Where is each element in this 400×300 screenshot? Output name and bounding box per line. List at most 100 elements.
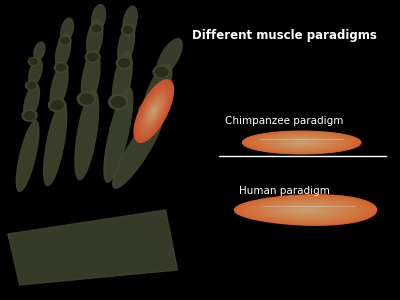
Polygon shape xyxy=(92,4,106,32)
Polygon shape xyxy=(289,206,322,214)
Polygon shape xyxy=(277,204,334,216)
Polygon shape xyxy=(149,103,158,118)
Circle shape xyxy=(116,57,132,69)
Circle shape xyxy=(48,98,66,112)
Polygon shape xyxy=(244,132,359,153)
Circle shape xyxy=(112,97,125,107)
Polygon shape xyxy=(261,200,350,220)
Polygon shape xyxy=(282,205,329,215)
Polygon shape xyxy=(82,51,100,105)
Polygon shape xyxy=(263,201,348,219)
Polygon shape xyxy=(235,195,377,225)
Circle shape xyxy=(26,81,38,90)
Text: Human paradigm: Human paradigm xyxy=(238,185,329,196)
Polygon shape xyxy=(292,141,312,144)
Polygon shape xyxy=(137,85,170,137)
Polygon shape xyxy=(262,135,341,150)
Polygon shape xyxy=(144,64,172,116)
Polygon shape xyxy=(280,138,323,147)
Polygon shape xyxy=(274,137,329,148)
Polygon shape xyxy=(152,109,155,113)
Polygon shape xyxy=(249,198,362,222)
Circle shape xyxy=(22,110,37,121)
Polygon shape xyxy=(254,134,349,152)
Polygon shape xyxy=(151,106,157,116)
Polygon shape xyxy=(266,136,337,149)
Polygon shape xyxy=(143,94,165,128)
Circle shape xyxy=(90,24,103,33)
Polygon shape xyxy=(288,140,316,145)
Polygon shape xyxy=(140,90,167,132)
Polygon shape xyxy=(144,96,163,126)
Polygon shape xyxy=(268,202,344,218)
Polygon shape xyxy=(29,59,42,85)
Polygon shape xyxy=(270,202,341,217)
Polygon shape xyxy=(148,101,160,121)
Polygon shape xyxy=(104,88,133,182)
Circle shape xyxy=(88,53,98,61)
Polygon shape xyxy=(113,112,163,188)
Polygon shape xyxy=(16,121,39,191)
Polygon shape xyxy=(276,138,327,147)
Polygon shape xyxy=(266,201,346,219)
Polygon shape xyxy=(256,134,347,151)
Polygon shape xyxy=(296,208,315,212)
Circle shape xyxy=(24,112,35,119)
Circle shape xyxy=(28,58,39,65)
Circle shape xyxy=(59,36,71,45)
Circle shape xyxy=(92,25,101,32)
Circle shape xyxy=(153,65,170,79)
Circle shape xyxy=(77,92,96,106)
Polygon shape xyxy=(134,80,174,142)
Polygon shape xyxy=(86,20,103,58)
Polygon shape xyxy=(256,200,355,220)
Polygon shape xyxy=(298,208,313,211)
Circle shape xyxy=(124,26,133,34)
Polygon shape xyxy=(294,208,318,212)
Polygon shape xyxy=(290,140,314,145)
Polygon shape xyxy=(56,33,71,69)
Polygon shape xyxy=(8,210,178,285)
Polygon shape xyxy=(242,196,370,224)
Polygon shape xyxy=(252,133,351,152)
Text: Different muscle paradigms: Different muscle paradigms xyxy=(192,29,376,43)
Polygon shape xyxy=(280,204,332,216)
Polygon shape xyxy=(144,95,164,127)
Polygon shape xyxy=(123,6,137,36)
Polygon shape xyxy=(282,139,322,146)
Polygon shape xyxy=(44,102,67,185)
Polygon shape xyxy=(237,195,374,225)
Circle shape xyxy=(51,100,63,109)
Polygon shape xyxy=(239,196,372,224)
Polygon shape xyxy=(148,102,159,120)
Polygon shape xyxy=(251,198,360,222)
Polygon shape xyxy=(142,92,166,130)
Polygon shape xyxy=(246,132,357,153)
Polygon shape xyxy=(287,206,324,214)
Polygon shape xyxy=(264,135,339,150)
Circle shape xyxy=(56,64,66,71)
Circle shape xyxy=(122,25,135,35)
Polygon shape xyxy=(152,107,156,115)
Polygon shape xyxy=(246,197,365,223)
Polygon shape xyxy=(145,97,162,125)
Polygon shape xyxy=(136,82,172,140)
Circle shape xyxy=(80,94,93,104)
Polygon shape xyxy=(242,131,361,154)
Polygon shape xyxy=(34,42,45,60)
Polygon shape xyxy=(61,18,73,42)
Polygon shape xyxy=(147,100,161,122)
Polygon shape xyxy=(284,139,320,146)
Polygon shape xyxy=(138,86,170,136)
Polygon shape xyxy=(244,197,367,223)
Polygon shape xyxy=(75,90,98,180)
Circle shape xyxy=(85,51,100,63)
Circle shape xyxy=(156,68,168,76)
Polygon shape xyxy=(275,203,336,217)
Circle shape xyxy=(139,103,161,119)
Polygon shape xyxy=(258,200,353,220)
Polygon shape xyxy=(150,105,158,117)
Polygon shape xyxy=(272,203,339,217)
Polygon shape xyxy=(248,132,355,153)
Polygon shape xyxy=(153,110,154,112)
